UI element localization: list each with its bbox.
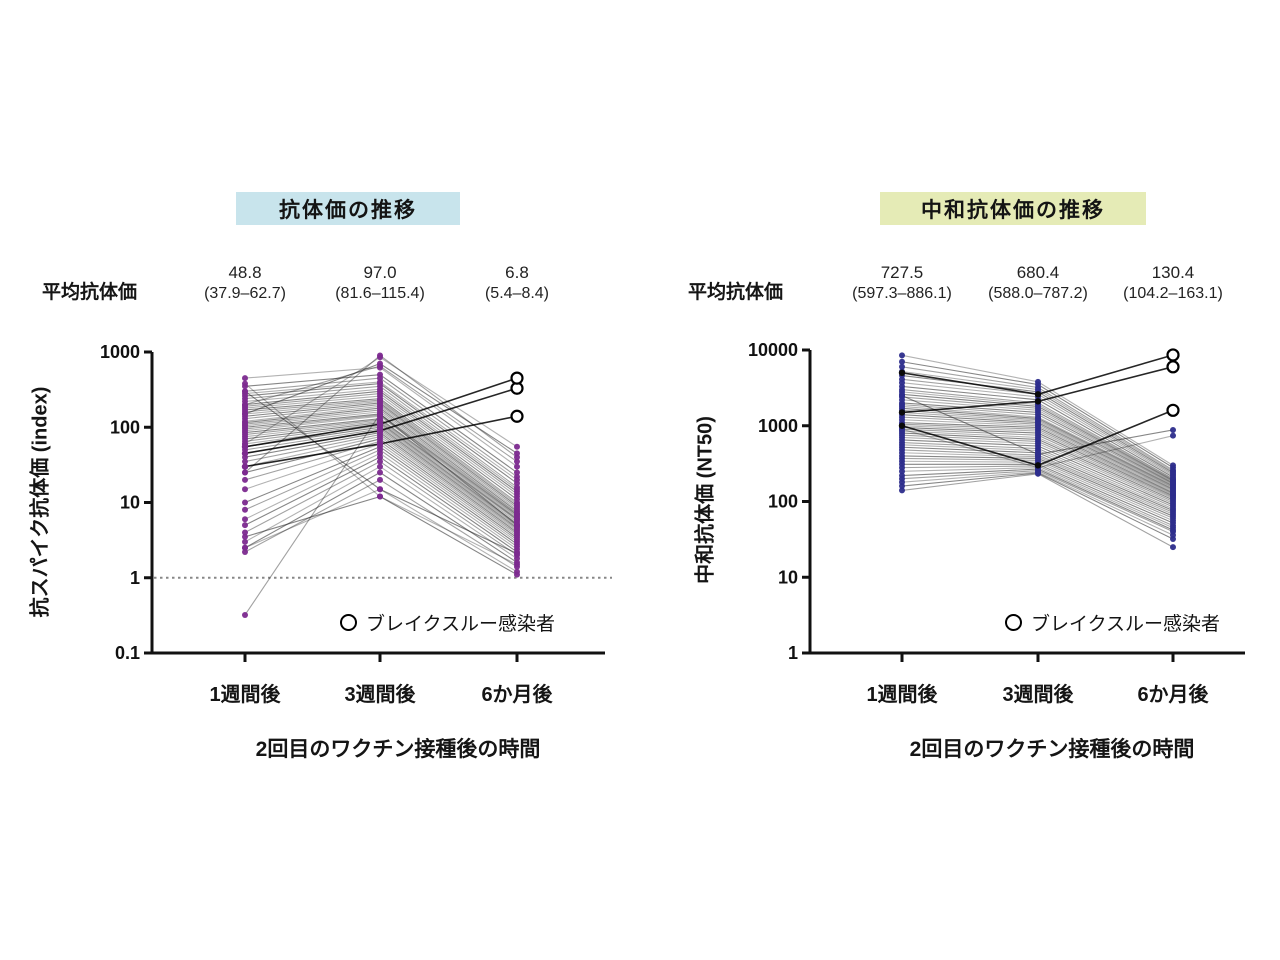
left-x-axis-title: 2回目のワクチン接種後の時間 — [255, 738, 541, 761]
breakthrough-open-circle — [1166, 348, 1180, 362]
mean-ci: (588.0–787.2) — [988, 285, 1088, 302]
right-y-axis-title: 中和抗体価 (NT50) — [694, 416, 717, 584]
y-tick-label: 10 — [778, 567, 798, 587]
left-legend: ブレイクスルー感染者 — [340, 609, 555, 636]
y-tick-label: 100 — [768, 492, 798, 512]
mean-value: 97.0 — [363, 263, 397, 282]
open-circle-icon — [340, 614, 357, 631]
y-tick-label: 0.1 — [115, 643, 140, 663]
x-tick-label: 3週間後 — [344, 682, 416, 706]
y-tick-label: 10 — [120, 493, 140, 513]
chart-right: 1 10 100 1000 10000 1週間後 3週間後 6か月後 — [748, 340, 1245, 706]
left-y-axis-title: 抗スパイク抗体価 (index) — [29, 386, 52, 618]
mean-value: 6.8 — [505, 263, 529, 282]
right-mean-week3: 680.4 (588.0–787.2) — [953, 262, 1123, 304]
y-tick-label: 1000 — [100, 342, 140, 362]
chart-left: 0.1 1 10 100 1000 1週間後 3週間後 6か月後 — [100, 342, 612, 706]
right-legend: ブレイクスルー感染者 — [1005, 609, 1220, 636]
mean-ci: (597.3–886.1) — [852, 285, 952, 302]
left-mean-week3: 97.0 (81.6–115.4) — [295, 262, 465, 304]
mean-ci: (5.4–8.4) — [484, 285, 550, 302]
mean-ci: (81.6–115.4) — [335, 285, 425, 302]
mean-value: 727.5 — [880, 263, 924, 282]
mean-value: 130.4 — [1151, 263, 1195, 282]
left-mean-row-label: 平均抗体価 — [42, 282, 138, 303]
breakthrough-series — [241, 371, 524, 470]
x-tick-label: 6か月後 — [481, 682, 553, 706]
right-x-axis-title: 2回目のワクチン接種後の時間 — [909, 738, 1195, 761]
y-tick-label: 1000 — [758, 416, 798, 436]
legend-label: ブレイクスルー感染者 — [366, 614, 556, 635]
y-tick-label: 1 — [788, 643, 798, 663]
x-tick-label: 1週間後 — [866, 682, 938, 706]
breakthrough-series — [898, 348, 1180, 469]
x-tick-label: 1週間後 — [209, 682, 281, 706]
left-panel-title: 抗体価の推移 — [236, 192, 460, 225]
breakthrough-open-circle — [1166, 360, 1180, 374]
right-mean-week1: 727.5 (597.3–886.1) — [817, 262, 987, 304]
right-mean-month6: 130.4 (104.2–163.1) — [1088, 262, 1258, 304]
mean-ci: (104.2–163.1) — [1123, 285, 1223, 302]
left-mean-week1: 48.8 (37.9–62.7) — [160, 262, 330, 304]
mean-value: 680.4 — [1016, 263, 1060, 282]
y-tick-label: 100 — [110, 417, 140, 437]
breakthrough-open-circle — [510, 409, 524, 423]
x-tick-label: 6か月後 — [1137, 682, 1209, 706]
x-tick-label: 3週間後 — [1002, 682, 1074, 706]
breakthrough-open-circle — [1166, 403, 1180, 417]
right-panel-title: 中和抗体価の推移 — [880, 192, 1146, 225]
open-circle-icon — [1005, 614, 1022, 631]
y-tick-label: 10000 — [748, 340, 798, 360]
mean-ci: (37.9–62.7) — [204, 285, 286, 302]
left-mean-month6: 6.8 (5.4–8.4) — [432, 262, 602, 304]
y-tick-label: 1 — [130, 568, 140, 588]
right-mean-row-label: 平均抗体価 — [688, 282, 784, 303]
legend-label: ブレイクスルー感染者 — [1031, 614, 1221, 635]
mean-value: 48.8 — [228, 263, 262, 282]
breakthrough-open-circle — [510, 371, 524, 385]
